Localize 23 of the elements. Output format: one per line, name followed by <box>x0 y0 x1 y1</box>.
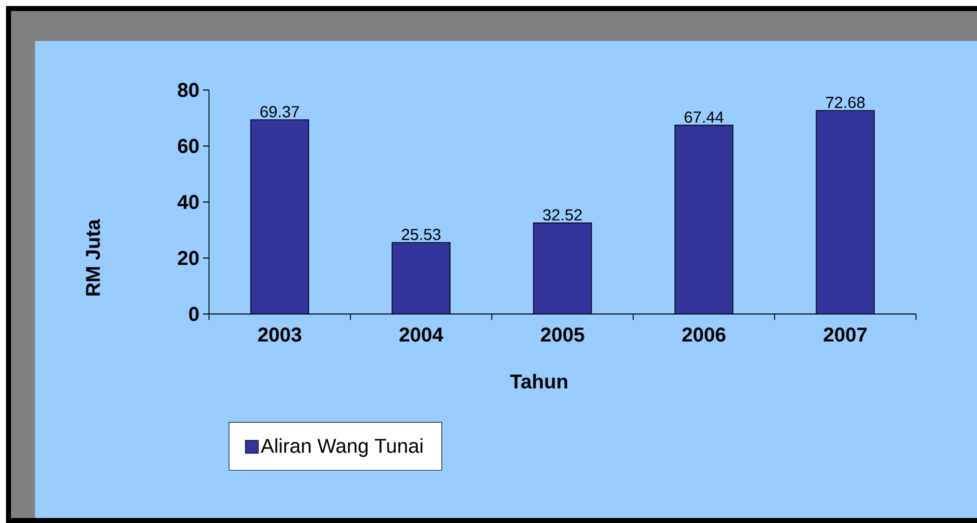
y-tick-label: 40 <box>178 194 199 210</box>
bar <box>392 242 451 314</box>
bar <box>250 119 310 314</box>
bar <box>816 110 875 314</box>
x-tick-label: 2005 <box>540 328 584 342</box>
x-tick-label: 2004 <box>400 328 444 342</box>
data-label: 32.52 <box>543 209 582 221</box>
data-label: 67.44 <box>684 111 724 123</box>
data-label: 69.37 <box>260 106 299 118</box>
x-tick-label: 2003 <box>258 328 302 342</box>
y-tick-label: 60 <box>178 138 199 154</box>
data-label: 25.53 <box>402 228 440 240</box>
y-tick-label: 80 <box>178 82 199 98</box>
x-axis-title: Tahun <box>510 374 568 389</box>
y-tick-label: 20 <box>178 250 199 266</box>
bar <box>674 124 734 314</box>
bar <box>533 222 592 314</box>
legend-label: Aliran Wang Tunai <box>260 438 422 457</box>
data-label: 72.68 <box>826 96 865 108</box>
y-axis-title: RM Juta <box>86 219 100 296</box>
y-tick-label: 0 <box>189 306 199 322</box>
x-tick-label: 2007 <box>824 328 867 342</box>
x-tick-label: 2006 <box>682 328 726 342</box>
